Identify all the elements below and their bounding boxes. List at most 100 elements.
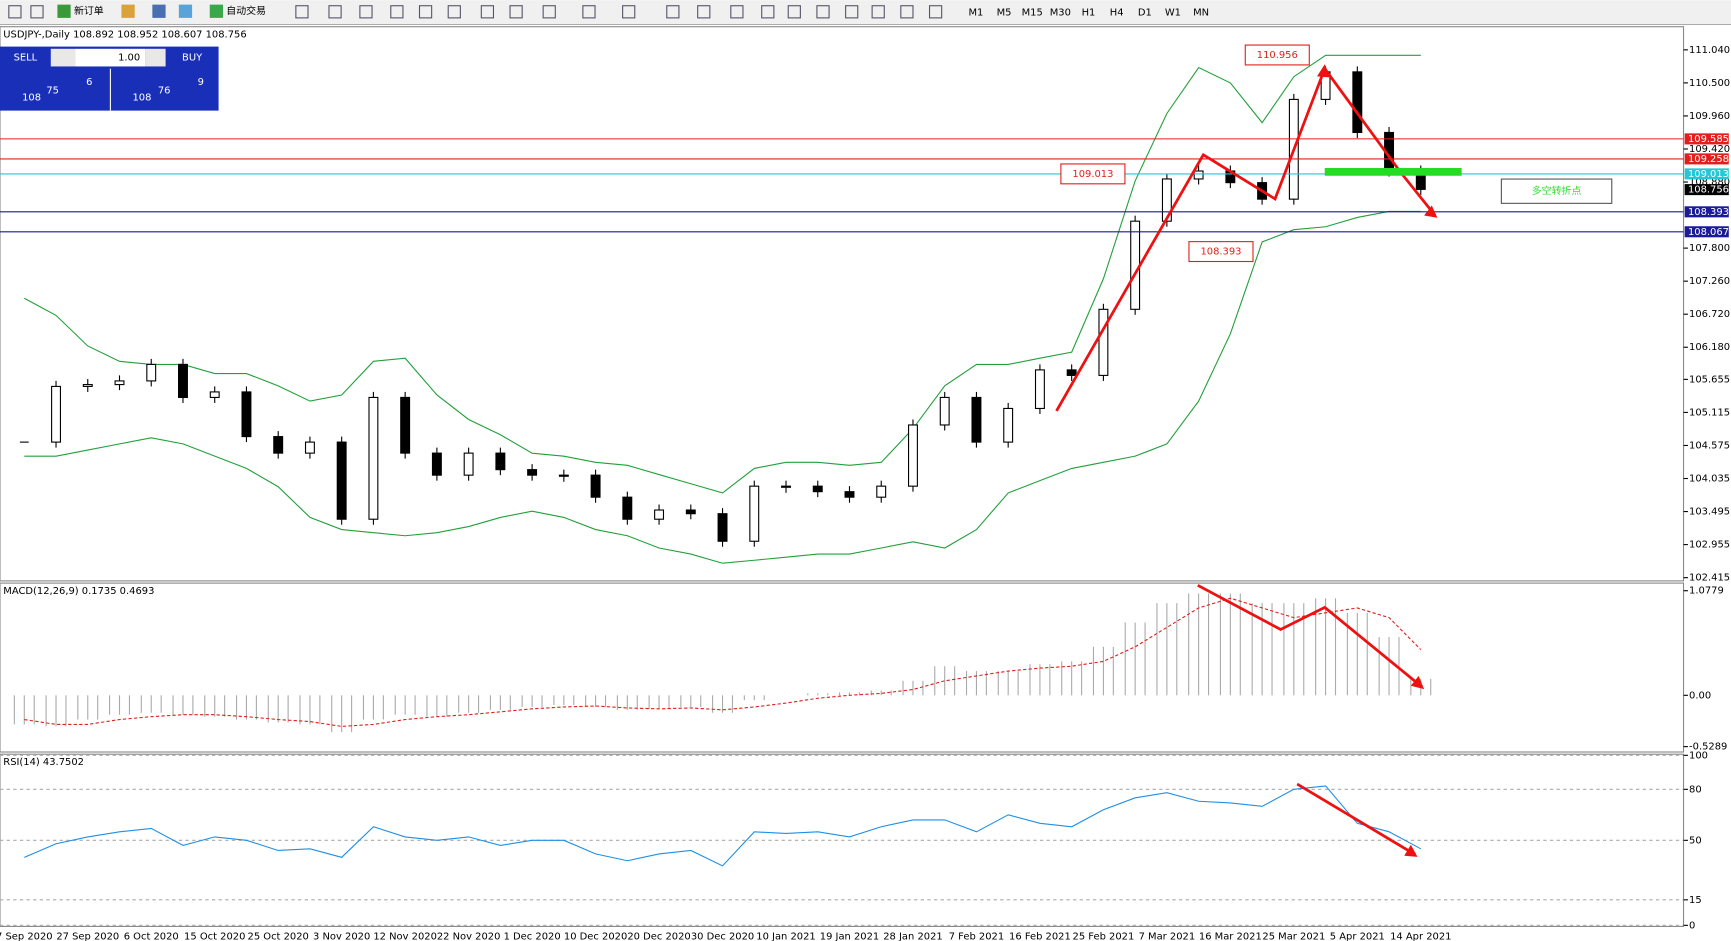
candle	[241, 391, 252, 438]
ask-pips: 76	[158, 86, 171, 97]
tool-icon[interactable]	[328, 5, 342, 19]
y-tick-label: 1.0779	[1689, 586, 1724, 597]
buy-button[interactable]: BUY	[182, 53, 203, 64]
timeframe[interactable]: W1	[1165, 7, 1181, 18]
candle	[622, 496, 633, 520]
icon[interactable]	[209, 4, 223, 18]
tool-icon[interactable]	[8, 5, 22, 19]
arrow-head	[1410, 675, 1425, 690]
candle	[812, 485, 823, 493]
signal	[24, 597, 1422, 727]
pivot-bar	[1324, 168, 1462, 176]
x-tick-label: 16 Mar 2021	[1199, 931, 1262, 941]
candle	[431, 452, 442, 476]
icon[interactable]	[178, 4, 193, 18]
tool-icon[interactable]	[666, 5, 680, 19]
tool-icon[interactable]	[871, 5, 885, 19]
icon[interactable]	[152, 4, 166, 18]
x-tick-label: 19 Jan 2021	[820, 931, 879, 941]
auto-trade[interactable]: 自动交易	[226, 4, 266, 17]
candle	[1352, 71, 1363, 134]
icon[interactable]	[57, 4, 71, 18]
tool-icon[interactable]	[582, 5, 596, 19]
new-order[interactable]: 新订单	[74, 4, 104, 17]
candle	[781, 485, 791, 488]
x-tick-label: 10 Dec 2020	[564, 931, 627, 941]
x-tick-label: 7 Mar 2021	[1139, 931, 1196, 941]
x-tick-label: 5 Apr 2021	[1330, 931, 1385, 941]
timeframe[interactable]: M5	[997, 7, 1012, 18]
tool-icon[interactable]	[761, 5, 775, 19]
lot[interactable]: 1.00	[118, 53, 140, 64]
tool-icon[interactable]	[928, 5, 943, 19]
tool-icon[interactable]	[816, 5, 830, 19]
timeframe[interactable]: M1	[968, 7, 983, 18]
level-tag	[1684, 184, 1729, 196]
y-tick-label: 107.260	[1689, 276, 1730, 287]
rsi-arrow	[1296, 782, 1416, 856]
timeframe[interactable]: MN	[1193, 7, 1209, 18]
tool-icon[interactable]	[480, 5, 495, 19]
plot: M1 M5 M15 M30 H1 H4 D1 W1 MN USDJPY-,Daily 108.89…	[0, 7, 1730, 941]
y-tick-label: 0.00	[1689, 690, 1711, 701]
y-tick-label: 108.880	[1689, 177, 1730, 188]
x-tick-label: 28 Jan 2021	[883, 931, 942, 941]
tool-icon[interactable]	[900, 5, 914, 19]
annotation-box	[1244, 44, 1310, 66]
trend-arrows	[1055, 65, 1437, 856]
tool-icon[interactable]	[390, 5, 404, 19]
lot-up[interactable]	[145, 48, 166, 67]
tool-icon[interactable]	[359, 5, 373, 19]
tool-icon[interactable]	[845, 5, 859, 19]
tool-icon[interactable]	[447, 5, 461, 19]
candle	[1130, 220, 1141, 310]
tool-icon[interactable]	[542, 5, 556, 19]
lot-down[interactable]	[50, 48, 76, 67]
lot-box[interactable]	[75, 48, 146, 67]
candle	[146, 363, 157, 382]
tool-icon[interactable]	[295, 5, 309, 19]
tool-icon[interactable]	[730, 5, 744, 19]
values	[24, 785, 1422, 867]
level-tag	[1684, 133, 1729, 145]
x-tick-label: 6 Oct 2020	[124, 931, 179, 941]
annotation-box	[1188, 241, 1254, 263]
x-tick-label: 30 Dec 2020	[691, 931, 754, 941]
candle	[749, 485, 760, 542]
x-tick-label: 25 Oct 2020	[248, 931, 309, 941]
y-tick-label: 100	[1689, 750, 1708, 761]
tool-icon[interactable]	[622, 5, 636, 19]
candle	[654, 509, 665, 520]
tool-icon[interactable]	[697, 5, 711, 19]
y-tick-label: 102.415	[1689, 573, 1730, 584]
timeframe[interactable]: D1	[1138, 7, 1152, 18]
x-tick-label: 22 Nov 2020	[437, 931, 501, 941]
level-label: 109.013	[1688, 169, 1729, 180]
tool-icon[interactable]	[509, 5, 523, 19]
timeframe[interactable]: H1	[1082, 7, 1096, 18]
y-tick-label: 80	[1689, 784, 1702, 795]
sell-button[interactable]: SELL	[14, 53, 38, 64]
timeframe[interactable]: H4	[1110, 7, 1124, 18]
candle	[1193, 170, 1204, 180]
level-label: 108.756	[1688, 185, 1729, 196]
icon[interactable]	[121, 4, 135, 18]
candle	[114, 380, 125, 386]
price-arrow	[1055, 65, 1437, 412]
level-tag	[1684, 168, 1729, 180]
y-tick-label: -0.5289	[1689, 742, 1727, 753]
annotation: 108.393	[1200, 247, 1241, 258]
timeframe[interactable]: M15	[1022, 7, 1043, 18]
level-label: 108.393	[1688, 207, 1729, 218]
tool-icon[interactable]	[418, 5, 433, 19]
x-tick-label: 27 Sep 2020	[56, 931, 119, 941]
price-panel	[0, 26, 1685, 582]
tool-icon[interactable]	[787, 5, 801, 19]
timeframe[interactable]: M30	[1050, 7, 1071, 18]
tool-icon[interactable]	[30, 5, 44, 19]
candle	[1161, 178, 1172, 222]
candle	[336, 441, 347, 520]
candle	[51, 385, 61, 443]
y-tick-label: 15	[1689, 895, 1702, 906]
